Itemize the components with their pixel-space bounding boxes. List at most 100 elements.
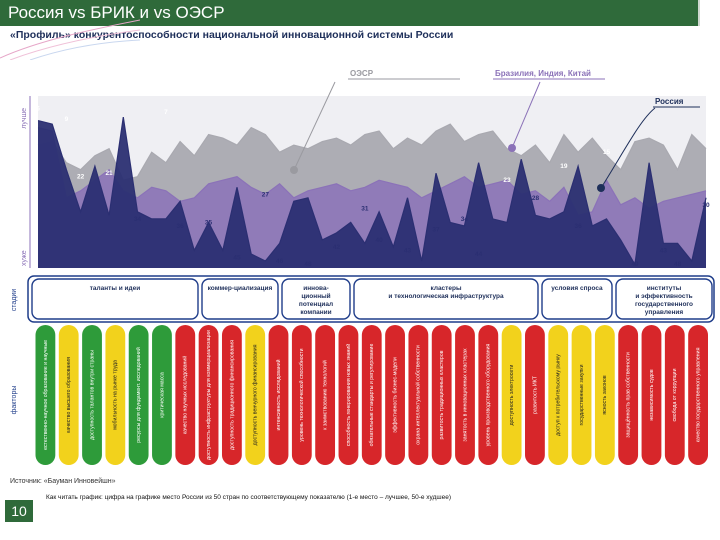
factor-pill-9 bbox=[245, 325, 266, 465]
factor-pill-14 bbox=[361, 325, 382, 465]
factor-label-16: охрана интеллектуальной собственности bbox=[415, 345, 422, 445]
decorative-swoosh bbox=[0, 19, 140, 60]
stage-label-0-0: таланты и идеи bbox=[90, 285, 141, 292]
factor-pill-13 bbox=[338, 325, 359, 465]
russia-point-label-14: 40 bbox=[375, 237, 383, 244]
stage-label-5-0: институты bbox=[647, 285, 682, 292]
title-bar: Россия vs БРИК и vs ОЭСР bbox=[0, 0, 698, 26]
russia-point-label-22: 36 bbox=[574, 223, 582, 230]
factor-label-3: мобильность на рынке труда bbox=[113, 360, 119, 430]
russia-point-label-23: 15 bbox=[603, 149, 611, 156]
slide-title: Россия vs БРИК и vs ОЭСР bbox=[8, 3, 225, 22]
russia-point-label-19: 23 bbox=[503, 177, 511, 184]
stage-box-0 bbox=[31, 278, 199, 320]
series-line-0 bbox=[37, 123, 707, 181]
russia-point-label-8: 45 bbox=[233, 254, 241, 261]
factor-label-20: доступность электросети bbox=[509, 365, 515, 426]
oecd-leader bbox=[293, 81, 336, 171]
russia-point-label-1: 9 bbox=[65, 116, 69, 123]
factor-label-11: уровень технологической способности bbox=[298, 348, 305, 441]
russia-point-label-25: 43 bbox=[660, 247, 668, 254]
russia-point-label-4: 34 bbox=[134, 216, 142, 223]
factor-label-10: интенсивность исследований bbox=[275, 359, 282, 430]
legend-label-0: ОЭСР bbox=[350, 69, 374, 78]
russia-point-label-24: 49 bbox=[631, 261, 639, 268]
factor-pill-18 bbox=[455, 325, 475, 465]
factor-pill-10 bbox=[268, 325, 289, 465]
russia-point-label-20: 28 bbox=[532, 195, 540, 202]
series-line-2 bbox=[37, 117, 707, 267]
factor-pill-25 bbox=[618, 325, 639, 465]
factor-pill-0 bbox=[35, 325, 56, 465]
stage-label-2-0: иннова- bbox=[303, 285, 329, 292]
stage-label-2-3: компании bbox=[300, 309, 331, 316]
stage-label-5-1: и эффективность bbox=[635, 293, 692, 300]
stage-label-3-1: и технологическая инфраструктура bbox=[388, 293, 504, 300]
stage-label-5-2: государственного bbox=[635, 301, 693, 308]
factor-label-13: способность генерирования новых знаний bbox=[345, 344, 352, 446]
factor-pill-22 bbox=[548, 325, 569, 465]
factor-pill-7 bbox=[198, 325, 219, 465]
factor-pill-20 bbox=[501, 325, 522, 465]
russia-point-label-6: 36 bbox=[177, 223, 185, 230]
row-label-stages: стадии bbox=[11, 289, 18, 312]
factor-label-27: свобода от коррупции bbox=[672, 368, 678, 421]
russia-point-label-5: 7 bbox=[164, 109, 168, 116]
factor-pill-28 bbox=[688, 325, 708, 465]
factor-label-21: развитость ИКТ bbox=[532, 375, 538, 414]
factor-label-28: качество государственного управления bbox=[695, 347, 701, 442]
russia-point-label-15: 43 bbox=[404, 247, 412, 254]
factor-label-4: ресурсы для фундамент. исследований bbox=[135, 347, 142, 443]
russia-point-label-18: 44 bbox=[475, 251, 483, 258]
russia-point-label-26: 48 bbox=[674, 261, 682, 268]
factor-pill-12 bbox=[315, 325, 336, 465]
russia-point-label-21: 19 bbox=[560, 163, 568, 170]
factor-pill-16 bbox=[408, 325, 429, 465]
factor-pill-6 bbox=[175, 325, 196, 465]
factor-label-14: обязательные стандарты и регулирование bbox=[369, 344, 375, 447]
russia-point-label-17: 34 bbox=[461, 216, 469, 223]
russia-leader bbox=[600, 107, 656, 189]
russia-point-label-11: 48 bbox=[304, 261, 312, 268]
y-label-worse: хуже bbox=[21, 250, 28, 266]
russia-point-label-10: 46 bbox=[276, 258, 284, 265]
factor-pill-15 bbox=[385, 325, 405, 465]
russia-point-label-7: 35 bbox=[205, 219, 213, 226]
russia-point-label-27: 30 bbox=[702, 202, 710, 209]
source-note: Источник: «Бауман Инновейшн» bbox=[10, 478, 116, 485]
stage-label-1-0: коммер-циализация bbox=[208, 285, 273, 292]
factor-label-9: доступность венчурного финансирования bbox=[253, 344, 259, 445]
factor-label-18: занятость в инновационных кластерах bbox=[462, 348, 468, 442]
russia-point-label-12: 42 bbox=[333, 244, 341, 251]
factor-label-8: доступность традиционного финансирования bbox=[229, 340, 235, 450]
russia-point-label-0: 6 bbox=[36, 106, 40, 113]
russia-point-label-9: 27 bbox=[262, 191, 270, 198]
factor-label-15: эффективность бизнес-модели bbox=[392, 357, 398, 433]
stage-box-3 bbox=[353, 278, 539, 320]
factor-pill-3 bbox=[105, 325, 126, 465]
bric-leader bbox=[511, 81, 541, 149]
factor-pill-17 bbox=[431, 325, 452, 465]
stage-box-1 bbox=[201, 278, 279, 320]
factor-label-17: развитость традиционных кластеров bbox=[439, 350, 445, 439]
stage-label-3-0: кластеры bbox=[430, 285, 461, 292]
factor-pill-19 bbox=[478, 325, 499, 465]
stage-label-2-1: ционный bbox=[301, 292, 330, 300]
factor-pill-11 bbox=[291, 325, 312, 465]
factor-label-7: доступность инфраструктуры для коммерциа… bbox=[206, 330, 212, 460]
russia-point-label-16: 37 bbox=[432, 226, 440, 233]
factor-label-2: доступность талантов внутри страны bbox=[89, 350, 95, 440]
factor-pill-2 bbox=[82, 325, 102, 465]
page-number: 10 bbox=[5, 500, 33, 522]
factor-pill-27 bbox=[664, 325, 685, 465]
factor-pill-5 bbox=[152, 325, 172, 465]
factor-label-12: к заимствованию технологий bbox=[322, 360, 329, 430]
chart-subtitle: «Профиль» конкурентоспособности национал… bbox=[10, 29, 454, 41]
factor-label-22: доступ к потребительскому рынку bbox=[556, 354, 562, 436]
y-label-better: лучше bbox=[21, 108, 28, 129]
factor-label-5: критическая масса bbox=[159, 372, 165, 418]
how-to-read-note: Как читать график: цифра на графике мест… bbox=[46, 494, 451, 501]
factor-label-25: защищённость прав собственности bbox=[626, 352, 632, 438]
factor-pill-23 bbox=[571, 325, 592, 465]
